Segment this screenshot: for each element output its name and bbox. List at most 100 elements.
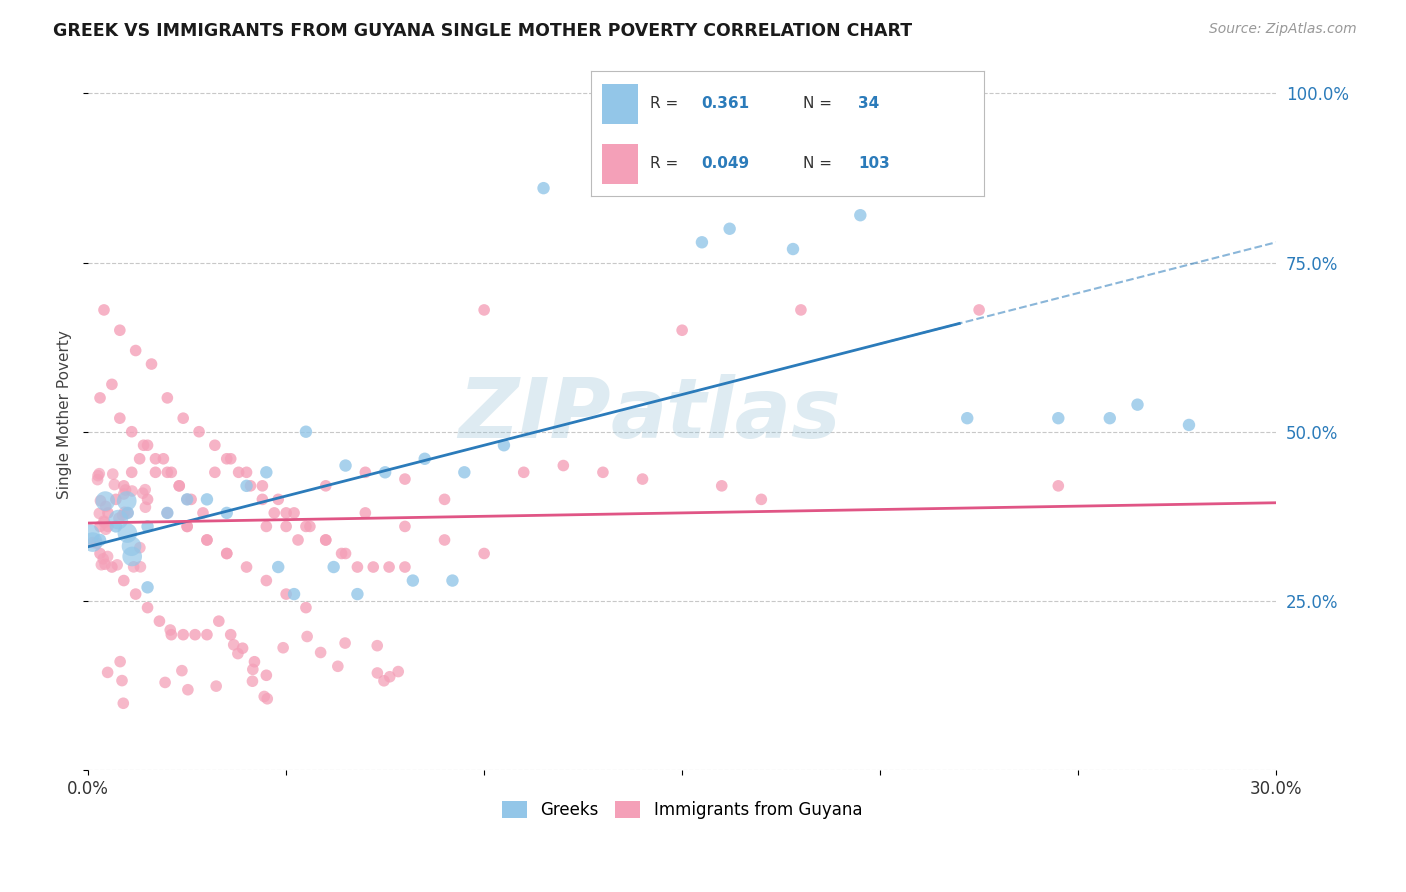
Point: [93, 516, 115, 530]
Point: [361, 560, 384, 574]
Point: [176, 519, 198, 533]
Point: [145, 465, 167, 479]
Text: R =: R =: [650, 156, 683, 171]
Point: [215, 506, 238, 520]
Point: [956, 411, 979, 425]
Point: [208, 614, 231, 628]
Point: [121, 539, 143, 553]
Point: [91, 551, 114, 566]
Point: [108, 411, 131, 425]
Point: [394, 519, 416, 533]
Point: [276, 587, 298, 601]
Point: [89, 547, 111, 561]
Point: [402, 574, 425, 588]
Point: [121, 465, 143, 479]
Point: [373, 673, 395, 688]
Point: [159, 623, 181, 637]
Point: [122, 560, 145, 574]
Point: [533, 181, 555, 195]
Point: [176, 492, 198, 507]
Point: [114, 483, 136, 497]
Point: [148, 614, 170, 628]
Point: [103, 477, 125, 491]
Point: [222, 638, 245, 652]
Point: [354, 465, 377, 479]
Point: [782, 242, 804, 256]
Point: [967, 302, 990, 317]
Point: [472, 302, 495, 317]
Point: [97, 665, 120, 680]
Point: [108, 511, 131, 525]
Point: [1098, 411, 1121, 425]
Point: [219, 628, 242, 642]
Bar: [602, 84, 638, 124]
Text: N =: N =: [803, 96, 837, 112]
Point: [156, 506, 179, 520]
Point: [101, 377, 124, 392]
Point: [177, 682, 200, 697]
Point: [89, 493, 111, 508]
Legend: Greeks, Immigrants from Guyana: Greeks, Immigrants from Guyana: [495, 794, 869, 826]
Point: [553, 458, 575, 473]
Point: [156, 465, 179, 479]
Point: [252, 492, 274, 507]
Point: [97, 519, 120, 533]
Point: [86, 473, 108, 487]
Point: [134, 483, 156, 497]
Point: [1178, 417, 1201, 432]
Point: [254, 574, 277, 588]
Point: [124, 587, 146, 601]
Point: [226, 647, 249, 661]
Point: [592, 465, 614, 479]
Point: [160, 465, 183, 479]
Point: [235, 560, 257, 574]
Point: [112, 487, 135, 501]
Point: [90, 558, 112, 572]
Point: [710, 479, 733, 493]
Point: [105, 558, 128, 572]
Point: [295, 425, 318, 439]
Point: [101, 467, 124, 481]
Point: [671, 323, 693, 337]
Point: [253, 690, 276, 704]
Text: 103: 103: [858, 156, 890, 171]
Point: [121, 425, 143, 439]
Point: [152, 451, 174, 466]
Point: [132, 438, 155, 452]
Point: [849, 208, 872, 222]
Point: [315, 533, 337, 547]
Point: [156, 506, 179, 520]
Point: [128, 541, 150, 555]
Point: [153, 675, 176, 690]
Point: [167, 479, 190, 493]
Point: [114, 505, 136, 519]
Point: [335, 458, 357, 473]
Text: R =: R =: [650, 96, 683, 112]
Point: [112, 574, 135, 588]
Point: [104, 519, 127, 533]
Point: [263, 506, 285, 520]
Point: [93, 302, 115, 317]
Point: [749, 492, 772, 507]
Point: [219, 451, 242, 466]
Point: [141, 357, 163, 371]
Point: [387, 665, 409, 679]
Point: [239, 479, 262, 493]
Point: [134, 500, 156, 515]
Point: [354, 506, 377, 520]
Point: [89, 391, 111, 405]
Point: [1047, 479, 1070, 493]
Point: [191, 506, 214, 520]
Point: [97, 549, 120, 564]
Point: [94, 558, 117, 572]
Y-axis label: Single Mother Poverty: Single Mother Poverty: [58, 330, 72, 500]
Text: GREEK VS IMMIGRANTS FROM GUYANA SINGLE MOTHER POVERTY CORRELATION CHART: GREEK VS IMMIGRANTS FROM GUYANA SINGLE M…: [53, 22, 912, 40]
Point: [326, 659, 349, 673]
Point: [94, 522, 117, 536]
Point: [204, 465, 226, 479]
Point: [243, 655, 266, 669]
Text: 34: 34: [858, 96, 880, 112]
Point: [333, 636, 356, 650]
Point: [117, 506, 139, 520]
Point: [271, 640, 294, 655]
